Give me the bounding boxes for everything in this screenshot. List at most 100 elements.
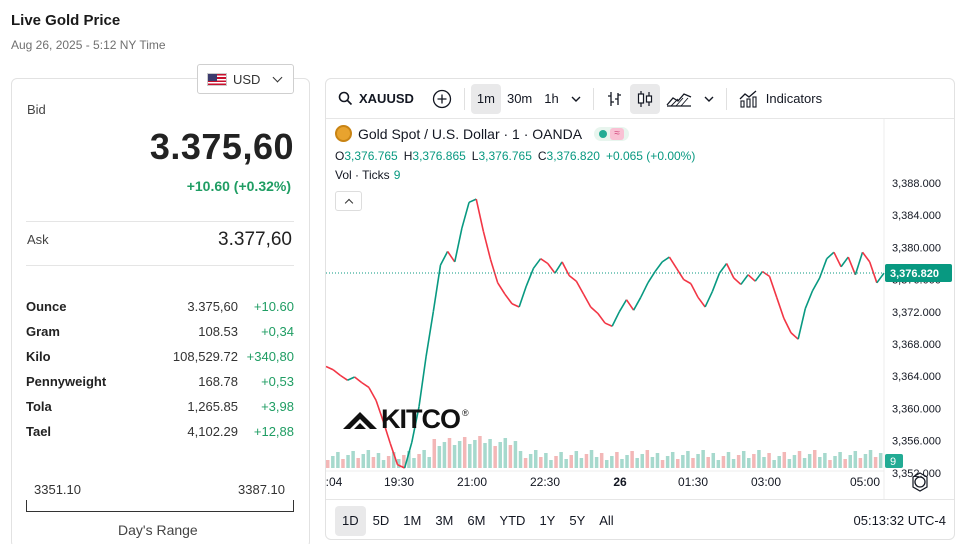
price-segment [604,322,613,328]
symbol-label: XAUUSD [359,91,414,106]
unit-price-table: Ounce 3.375,60 +10.60 Gram 108.53 +0,34 … [26,294,294,444]
unit-price: 4,102.29 [187,424,238,439]
x-tick-label: 21:00 [457,475,487,489]
price-segment [704,291,714,308]
price-segment [468,198,477,204]
divider [26,221,294,222]
range-1y[interactable]: 1Y [539,513,556,528]
volume-bar [726,452,731,468]
logo-text: KITCO [381,404,461,434]
range-all[interactable]: All [599,513,614,528]
ohlc-open-key: O [335,149,345,163]
us-flag-icon [207,72,227,86]
chart-type-dropdown[interactable] [698,84,720,114]
interval-1h[interactable]: 1h [544,91,559,106]
collapse-legend-button[interactable] [335,191,362,211]
volume-bar [381,460,386,468]
unit-name: Kilo [26,349,51,364]
volume-bar [498,442,502,468]
range-1d[interactable]: 1D [335,505,366,536]
unit-name: Pennyweight [26,374,107,389]
volume-bar [721,456,726,468]
price-segment [354,376,363,384]
volume-bar [681,455,685,468]
volume-bar [599,453,604,468]
page-subtitle: Aug 26, 2025 - 5:12 NY Time [11,38,166,52]
ohlc-low-value: 3,376.765 [478,149,532,163]
currency-select[interactable]: USD [197,64,294,94]
volume-bar [802,458,807,468]
price-segment [347,376,355,381]
bar-chart-type-button[interactable] [600,84,630,114]
interval-dropdown[interactable] [565,84,587,114]
quote-panel [11,78,310,544]
volume-bar [670,452,675,468]
volume-bar [371,457,376,468]
range-1m[interactable]: 1M [403,513,422,528]
volume-bar [701,450,705,468]
last-price-label: 3,376.820 [890,268,939,280]
symbol-search[interactable]: XAUUSD [338,91,414,106]
range-3m[interactable]: 3M [435,513,454,528]
volume-bar [767,453,771,468]
price-segment [683,278,692,285]
price-segment [718,263,728,274]
volume-bar [402,455,406,468]
volume-bar [873,457,878,468]
toolbar-separator [592,87,594,110]
price-segment [482,231,492,260]
volume-bar [407,451,411,468]
price-segment [625,299,635,311]
volume-bar [564,459,568,468]
price-segment [368,387,377,401]
volume-value: 9 [393,168,401,182]
price-segment [840,256,849,268]
volume-tag-label: 9 [890,456,896,468]
day-range-bar [26,500,294,512]
volume-bar [356,458,360,468]
range-ytd[interactable]: YTD [499,513,526,528]
indicators-button[interactable]: Indicators [733,84,828,114]
volume-bar [376,453,381,468]
ohlc-high-value: 3,376.865 [412,149,466,163]
interval-30m[interactable]: 30m [506,91,533,106]
volume-bar [757,450,761,468]
volume-bar [386,456,391,468]
x-tick-label: 01:30 [678,475,708,489]
volume-bar [468,444,472,468]
candles-chart-type-button[interactable] [629,83,660,114]
range-5d[interactable]: 5D [372,513,390,528]
volume-bar [777,456,781,468]
unit-price: 108.53 [198,324,238,339]
unit-price: 108,529.72 [172,349,238,364]
volume-bar [782,452,787,468]
y-tick-label: 3,368.000 [892,339,941,351]
area-chart-type-button[interactable] [660,84,698,114]
price-segment [854,251,864,276]
timezone-clock[interactable]: 05:13:32 UTC-4 [853,513,947,528]
range-6m[interactable]: 6M [467,513,486,528]
volume-bar [478,436,482,468]
volume-bar [523,458,528,468]
range-5y[interactable]: 5Y [569,513,586,528]
volume-bar [610,456,614,468]
ohlc-low-key: L [471,149,479,163]
volume-bar [503,438,508,468]
settings-gear-icon [914,476,926,488]
unit-change: +12,88 [253,424,294,439]
interval-1m[interactable]: 1m [470,83,501,114]
day-range-high: 3387.10 [238,482,285,497]
unit-row-kilo: Kilo 108,529.72 +340,80 [26,344,294,369]
volume-bar [341,459,345,468]
bid-price: 3.375,60 [149,126,294,167]
volume-bar [432,439,437,468]
volume-bar [868,450,873,468]
market-status-badge[interactable]: ≈ [594,126,630,141]
price-segment [833,251,842,268]
chevron-down-icon [571,96,581,102]
price-chart[interactable]: 3,388.0003,384.0003,380.0003,376.0003,37… [326,119,955,499]
compare-symbol-button[interactable] [426,84,458,114]
price-segment [668,256,678,269]
toolbar-separator [725,87,727,110]
settings-hex-icon [912,472,928,492]
